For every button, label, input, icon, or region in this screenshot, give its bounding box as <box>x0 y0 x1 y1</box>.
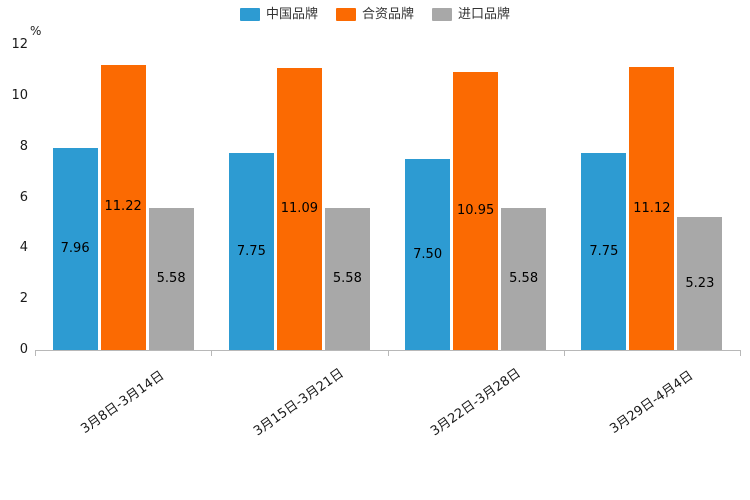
y-axis-unit-label: % <box>30 24 42 38</box>
bar-series-0-cat-3 <box>581 153 627 350</box>
bar-series-0-cat-2 <box>405 159 451 350</box>
bar-series-2-cat-3 <box>677 217 723 350</box>
chart-legend: 中国品牌 合资品牌 进口品牌 <box>0 8 750 21</box>
legend-label: 合资品牌 <box>361 7 414 22</box>
x-axis-tick <box>563 350 565 356</box>
y-axis-tick-label: 0 <box>19 342 28 357</box>
bar-series-1-cat-2 <box>453 71 499 350</box>
x-axis-category-label: 3月8日-3月14日 <box>78 368 168 437</box>
y-axis-tick-label: 2 <box>19 291 28 307</box>
x-axis-tick <box>211 350 213 356</box>
bar-series-2-cat-2 <box>501 208 547 350</box>
y-axis-tick-label: 6 <box>19 189 28 205</box>
y-axis-tick-label: 12 <box>11 37 28 52</box>
y-axis-tick-label: 8 <box>19 138 28 154</box>
x-axis-tick <box>35 350 36 356</box>
bar-series-1-cat-0 <box>100 64 146 350</box>
bar-series-2-cat-1 <box>324 208 370 350</box>
legend-item-series-0[interactable]: 中国品牌 <box>239 7 318 22</box>
x-axis-tick <box>740 350 741 356</box>
bar-series-0-cat-1 <box>228 153 274 350</box>
x-axis-category-label: 3月15日-3月21日 <box>251 365 348 440</box>
legend-swatch-icon <box>335 8 356 21</box>
legend-item-series-1[interactable]: 合资品牌 <box>335 7 414 22</box>
bar-series-2-cat-0 <box>148 208 194 350</box>
bar-series-1-cat-1 <box>276 68 322 350</box>
legend-item-series-2[interactable]: 进口品牌 <box>432 8 510 21</box>
legend-swatch-icon <box>432 8 452 21</box>
bar-series-1-cat-3 <box>629 67 675 350</box>
x-axis-category-label: 3月29日-4月4日 <box>607 368 697 437</box>
legend-label: 进口品牌 <box>458 7 511 22</box>
legend-label: 中国品牌 <box>265 7 318 22</box>
y-axis-tick-label: 4 <box>19 240 28 256</box>
y-axis-tick-label: 10 <box>11 87 28 103</box>
legend-swatch-icon <box>239 8 260 21</box>
x-axis-category-label: 3月22日-3月28日 <box>427 365 524 440</box>
x-axis-tick <box>387 350 389 356</box>
bar-series-0-cat-0 <box>52 147 98 350</box>
